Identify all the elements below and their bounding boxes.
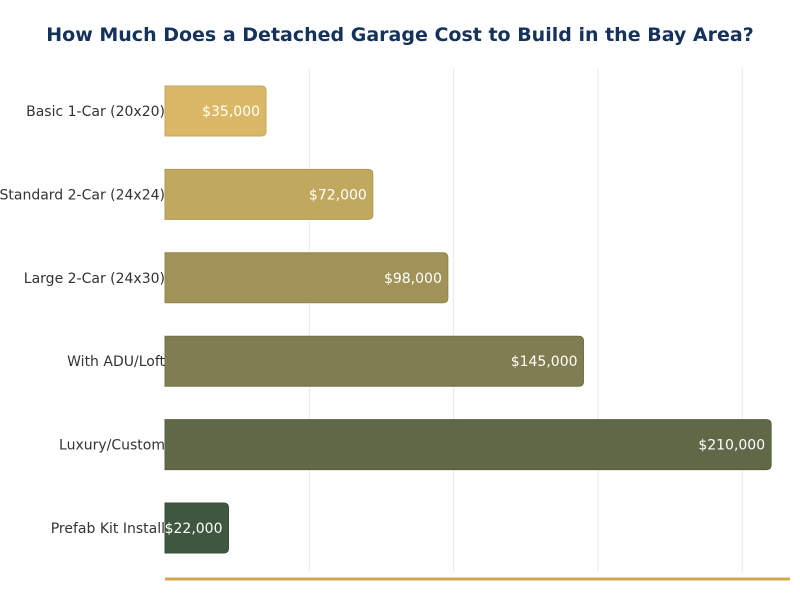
- value-label-2: $72,000: [309, 187, 367, 203]
- category-label-6: Prefab Kit Install: [51, 521, 165, 537]
- value-label-6: $22,000: [165, 521, 223, 537]
- chart-title: How Much Does a Detached Garage Cost to …: [46, 24, 754, 46]
- bar-5: [164, 419, 772, 471]
- bar-3: [164, 252, 449, 304]
- value-label-4: $145,000: [511, 354, 578, 370]
- bar-1: [164, 85, 267, 137]
- bar-6: [164, 502, 229, 554]
- category-label-2: Standard 2-Car (24x24): [0, 187, 165, 203]
- category-label-5: Luxury/Custom: [59, 438, 165, 454]
- value-label-5: $210,000: [698, 438, 765, 454]
- bar-4: [164, 335, 585, 387]
- value-label-3: $98,000: [384, 271, 442, 287]
- value-label-1: $35,000: [202, 104, 260, 120]
- bar-2: [164, 168, 374, 220]
- category-label-4: With ADU/Loft: [67, 354, 165, 370]
- category-label-3: Large 2-Car (24x30): [24, 271, 165, 287]
- category-label-1: Basic 1-Car (20x20): [26, 104, 165, 120]
